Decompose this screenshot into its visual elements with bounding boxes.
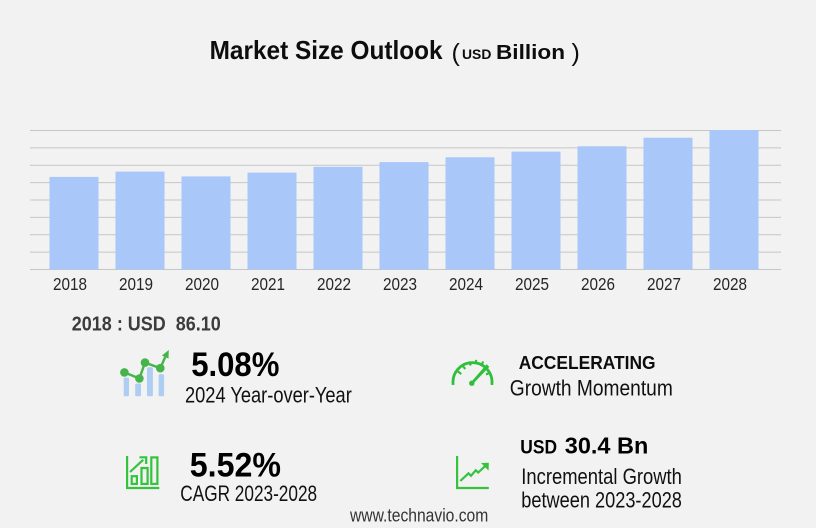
svg-text:CAGR 2023-2028: CAGR 2023-2028 — [180, 481, 317, 506]
svg-text:Incremental Growth: Incremental Growth — [521, 464, 682, 489]
svg-text:Growth Momentum: Growth Momentum — [510, 376, 673, 401]
svg-text:2020: 2020 — [185, 274, 219, 294]
svg-text:2025: 2025 — [515, 274, 549, 294]
svg-text:2023: 2023 — [383, 274, 417, 294]
svg-text:2028: 2028 — [713, 274, 747, 294]
svg-text:www.technavio.com: www.technavio.com — [349, 506, 488, 526]
svg-text:2018 : USD 86.10: 2018 : USD 86.10 — [72, 314, 221, 336]
svg-text:): ) — [572, 39, 580, 67]
svg-text:5.08%: 5.08% — [191, 346, 279, 384]
svg-text:Billion: Billion — [496, 41, 565, 64]
svg-text:USD: USD — [462, 46, 491, 62]
svg-text:2019: 2019 — [119, 274, 153, 294]
svg-text:2027: 2027 — [647, 274, 681, 294]
svg-text:2021: 2021 — [251, 274, 285, 294]
svg-text:ACCELERATING: ACCELERATING — [519, 353, 656, 373]
svg-text:2018: 2018 — [53, 274, 87, 294]
svg-text:2026: 2026 — [581, 274, 615, 294]
svg-text:5.52%: 5.52% — [190, 446, 281, 484]
svg-text:30.4 Bn: 30.4 Bn — [565, 433, 649, 459]
svg-text:2022: 2022 — [317, 274, 351, 294]
svg-text:2024 Year-over-Year: 2024 Year-over-Year — [185, 383, 352, 408]
svg-text:USD: USD — [520, 438, 557, 459]
svg-text:2024: 2024 — [449, 274, 483, 294]
svg-text:between 2023-2028: between 2023-2028 — [521, 487, 682, 512]
svg-text:(: ( — [452, 39, 461, 67]
svg-text:Market Size Outlook: Market Size Outlook — [210, 35, 444, 65]
